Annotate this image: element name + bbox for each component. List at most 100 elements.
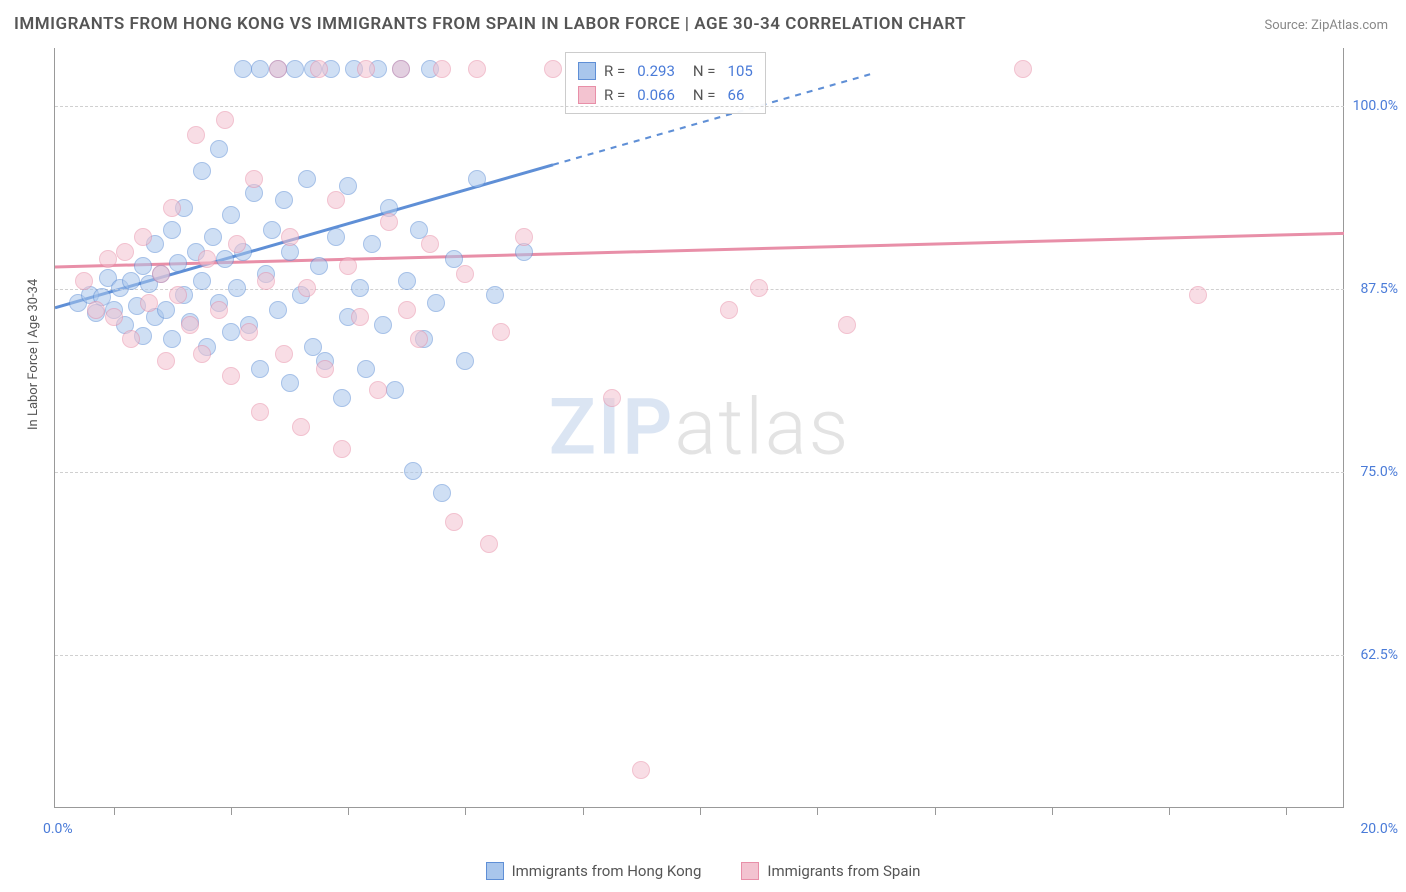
r-value-hk: 0.293: [637, 59, 675, 83]
scatter-point-es: [99, 250, 117, 268]
scatter-point-es: [492, 323, 510, 341]
scatter-point-hk: [163, 330, 181, 348]
scatter-point-es: [216, 111, 234, 129]
scatter-point-hk: [210, 140, 228, 158]
scatter-point-es: [1189, 286, 1207, 304]
scatter-point-hk: [427, 294, 445, 312]
scatter-point-hk: [433, 484, 451, 502]
x-tick: [583, 807, 584, 815]
scatter-point-es: [292, 418, 310, 436]
scatter-point-es: [187, 126, 205, 144]
scatter-point-es: [369, 381, 387, 399]
scatter-point-hk: [269, 301, 287, 319]
scatter-point-es: [275, 345, 293, 363]
scatter-point-es: [392, 60, 410, 78]
legend-label-hk: Immigrants from Hong Kong: [512, 862, 702, 880]
scatter-point-es: [421, 235, 439, 253]
source-attribution: Source: ZipAtlas.com: [1264, 18, 1388, 33]
scatter-point-hk: [398, 272, 416, 290]
scatter-point-es: [603, 389, 621, 407]
scatter-point-hk: [193, 272, 211, 290]
x-tick: [114, 807, 115, 815]
n-value-hk: 105: [728, 59, 753, 83]
y-axis-label: In Labor Force | Age 30-34: [26, 279, 41, 430]
scatter-point-es: [357, 60, 375, 78]
scatter-point-es: [544, 60, 562, 78]
scatter-point-hk: [234, 60, 252, 78]
scatter-point-es: [398, 301, 416, 319]
n-label-es: N =: [693, 83, 716, 107]
scatter-point-es: [456, 265, 474, 283]
gridline: [55, 655, 1344, 656]
scatter-point-es: [838, 316, 856, 334]
scatter-point-es: [122, 330, 140, 348]
scatter-point-hk: [404, 462, 422, 480]
scatter-point-es: [198, 250, 216, 268]
y-tick-label: 62.5%: [1360, 647, 1398, 663]
plot-right-border: [1343, 48, 1344, 807]
chart-title: IMMIGRANTS FROM HONG KONG VS IMMIGRANTS …: [14, 14, 966, 34]
scatter-point-es: [310, 60, 328, 78]
scatter-point-hk: [363, 235, 381, 253]
scatter-point-es: [105, 308, 123, 326]
scatter-point-es: [193, 345, 211, 363]
scatter-point-es: [351, 308, 369, 326]
legend: Immigrants from Hong Kong Immigrants fro…: [0, 862, 1406, 880]
n-label-hk: N =: [693, 59, 716, 83]
scatter-point-es: [181, 316, 199, 334]
legend-item-hk: Immigrants from Hong Kong: [486, 862, 702, 880]
n-value-es: 66: [728, 83, 745, 107]
scatter-point-es: [116, 243, 134, 261]
x-axis-max-label: 20.0%: [1360, 821, 1398, 837]
gridline: [55, 472, 1344, 473]
scatter-point-hk: [339, 177, 357, 195]
scatter-point-es: [327, 191, 345, 209]
scatter-point-hk: [122, 272, 140, 290]
scatter-point-hk: [351, 279, 369, 297]
legend-item-es: Immigrants from Spain: [741, 862, 920, 880]
scatter-point-es: [333, 440, 351, 458]
scatter-point-es: [134, 228, 152, 246]
x-tick: [1169, 807, 1170, 815]
scatter-point-es: [245, 170, 263, 188]
scatter-point-es: [298, 279, 316, 297]
scatter-point-es: [1014, 60, 1032, 78]
scatter-point-hk: [216, 250, 234, 268]
stats-row-es: R = 0.066 N = 66: [578, 83, 753, 107]
scatter-point-es: [152, 265, 170, 283]
scatter-point-hk: [251, 360, 269, 378]
scatter-point-hk: [374, 316, 392, 334]
scatter-point-hk: [333, 389, 351, 407]
scatter-point-es: [480, 535, 498, 553]
scatter-point-es: [163, 199, 181, 217]
scatter-point-es: [257, 272, 275, 290]
watermark-atlas: atlas: [674, 382, 850, 473]
scatter-point-hk: [310, 257, 328, 275]
scatter-point-hk: [204, 228, 222, 246]
scatter-point-es: [339, 257, 357, 275]
scatter-point-hk: [193, 162, 211, 180]
scatter-point-es: [251, 403, 269, 421]
scatter-point-hk: [468, 170, 486, 188]
scatter-point-es: [210, 301, 228, 319]
scatter-point-es: [222, 367, 240, 385]
scatter-point-hk: [386, 381, 404, 399]
scatter-point-hk: [169, 254, 187, 272]
plot-area: ZIPatlas R = 0.293 N = 105 R = 0.066 N =…: [54, 48, 1344, 808]
scatter-point-hk: [327, 228, 345, 246]
x-tick: [817, 807, 818, 815]
gridline: [55, 106, 1344, 107]
scatter-point-hk: [263, 221, 281, 239]
x-tick: [935, 807, 936, 815]
scatter-point-hk: [134, 257, 152, 275]
scatter-point-hk: [286, 60, 304, 78]
scatter-point-hk: [222, 206, 240, 224]
x-tick: [231, 807, 232, 815]
scatter-point-hk: [281, 374, 299, 392]
scatter-point-es: [157, 352, 175, 370]
r-value-es: 0.066: [637, 83, 675, 107]
scatter-point-es: [228, 235, 246, 253]
scatter-point-es: [468, 60, 486, 78]
scatter-point-es: [720, 301, 738, 319]
swatch-hk: [578, 62, 596, 80]
